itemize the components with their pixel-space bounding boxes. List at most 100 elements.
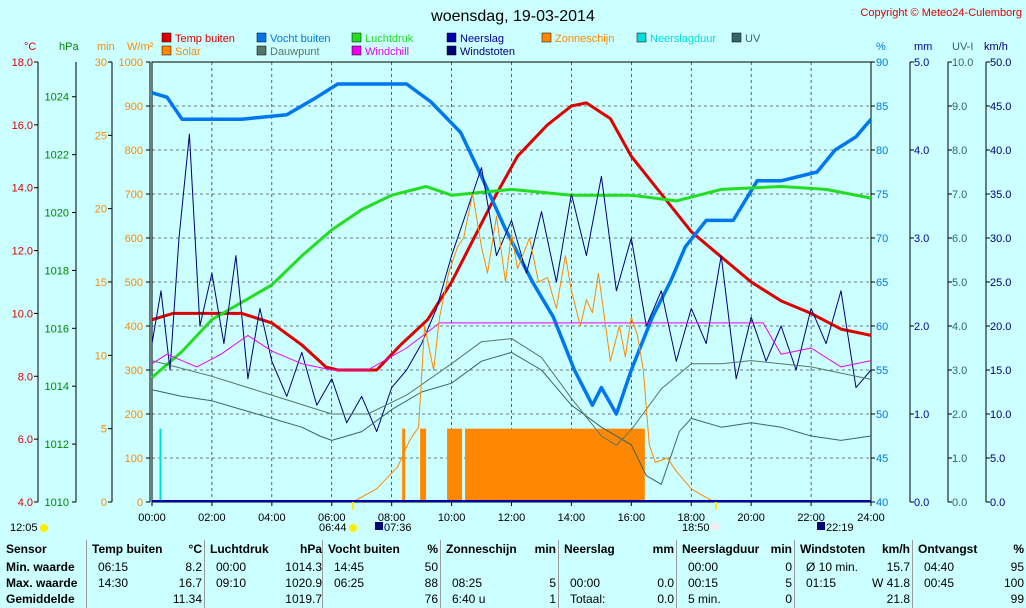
stats-column-humidity: Vocht buiten% 14:45 50 06:25 88 76 bbox=[328, 540, 438, 608]
stat-value: 95 bbox=[1010, 560, 1024, 574]
axis-label-minutes: 20 bbox=[95, 204, 107, 216]
series-solar bbox=[352, 193, 716, 503]
axis-unit-solar: W/m² bbox=[127, 41, 154, 53]
legend-label: Zonneschijn bbox=[555, 33, 614, 45]
axis-label-pressure: 1020 bbox=[45, 208, 69, 220]
stat-value: W 41.8 bbox=[871, 576, 910, 590]
stat-value: 5 bbox=[785, 576, 792, 590]
axis-label-uv: 10.0 bbox=[952, 57, 973, 69]
axis-label-temp: 6.0 bbox=[18, 434, 33, 446]
axis-label-pressure: 1024 bbox=[45, 92, 69, 104]
legend-swatch bbox=[351, 32, 362, 43]
x-tick-label: 06:00 bbox=[318, 512, 346, 524]
weather-chart: woensdag, 19-03-2014 Copyright © Meteo24… bbox=[10, 7, 1022, 534]
stat-value: 50 bbox=[424, 560, 438, 574]
axis-label-pressure: 1018 bbox=[45, 265, 69, 277]
stat-value: 16.7 bbox=[178, 576, 202, 590]
axis-label-wind: 50.0 bbox=[990, 57, 1011, 69]
axis-label-uv: 1.0 bbox=[952, 453, 967, 465]
axis-label-wind: 0.0 bbox=[990, 497, 1005, 509]
axis-label-wind: 45.0 bbox=[990, 101, 1011, 113]
column-unit: min bbox=[770, 542, 792, 556]
axis-label-rain: 1.0 bbox=[914, 409, 929, 421]
stat-value: 76 bbox=[424, 592, 438, 606]
axis-label-temp: 8.0 bbox=[18, 371, 33, 383]
column-header: Vocht buiten bbox=[328, 542, 400, 556]
stat-value: 15.7 bbox=[886, 560, 910, 574]
stat-value: 0 bbox=[785, 592, 792, 606]
series-lines bbox=[151, 82, 873, 503]
legend-swatch bbox=[731, 32, 742, 43]
axis-label-wind: 25.0 bbox=[990, 277, 1011, 289]
axis-label-solar: 900 bbox=[125, 101, 143, 113]
stat-value: 0 bbox=[785, 560, 792, 574]
stats-column-received: Ontvangst% 04:40 95 00:45 100 99 bbox=[918, 540, 1024, 608]
axis-unit-minutes: min bbox=[97, 41, 115, 53]
stat-value: 21.8 bbox=[886, 592, 910, 606]
copyright[interactable]: Copyright © Meteo24-Culemborg bbox=[860, 7, 1022, 19]
column-header: Windstoten bbox=[800, 542, 866, 556]
x-tick-label: 00:00 bbox=[138, 512, 166, 524]
series-dauwpunt bbox=[151, 338, 872, 446]
sunset2-label: 22:19 bbox=[826, 522, 854, 534]
axis-label-rain: 3.0 bbox=[914, 233, 929, 245]
axis-unit-uv: UV-I bbox=[952, 41, 973, 53]
axis-label-solar: 400 bbox=[125, 321, 143, 333]
sun-label-top-left: 12:05 bbox=[10, 522, 38, 534]
column-header: Luchtdruk bbox=[210, 542, 269, 556]
stat-time: 5 min. bbox=[688, 592, 721, 606]
stat-time: 00:15 bbox=[688, 576, 719, 590]
axis-label-solar: 700 bbox=[125, 189, 143, 201]
axis-label-solar: 1000 bbox=[119, 57, 143, 69]
legend-label: UV bbox=[745, 33, 761, 45]
axis-unit-wind: km/h bbox=[984, 41, 1008, 53]
column-separator bbox=[676, 540, 677, 608]
axis-label-rain: 4.0 bbox=[914, 145, 929, 157]
axis-label-minutes: 10 bbox=[95, 350, 107, 362]
axis-label-humidity: 40 bbox=[876, 497, 888, 509]
stats-column-wind: Windstoten km/h Ø 10 min. 15.7 01:15 W 41.8 21… bbox=[800, 540, 910, 608]
axis-label-humidity: 55 bbox=[876, 365, 888, 377]
legend-label: Neerslagduur bbox=[650, 33, 716, 45]
stat-time: 01:15 bbox=[806, 576, 837, 590]
legend-label: Solar bbox=[175, 46, 201, 58]
axis-label-humidity: 45 bbox=[876, 453, 888, 465]
legend-label: Windchill bbox=[365, 46, 409, 58]
stat-value: 1020.9 bbox=[285, 576, 322, 590]
legend-swatch bbox=[161, 45, 172, 56]
series-uv bbox=[151, 351, 872, 485]
moon-icon bbox=[817, 522, 825, 530]
axis-label-uv: 4.0 bbox=[952, 321, 967, 333]
axis-label-humidity: 85 bbox=[876, 101, 888, 113]
series-windstoten bbox=[151, 133, 872, 433]
column-separator bbox=[204, 540, 205, 608]
sunshine-bars bbox=[159, 428, 645, 502]
moon-icon bbox=[711, 522, 719, 530]
column-header: Temp buiten bbox=[92, 542, 163, 556]
row-label-avg: Gemiddelde bbox=[6, 592, 75, 606]
stat-value: 0.0 bbox=[657, 592, 674, 606]
axis-label-uv: 9.0 bbox=[952, 101, 967, 113]
axis-label-temp: 4.0 bbox=[18, 497, 33, 509]
x-tick-label: 12:00 bbox=[498, 512, 526, 524]
axis-label-minutes: 0 bbox=[101, 497, 107, 509]
stat-time: Ø 10 min. bbox=[806, 560, 859, 574]
row-label-max: Max. waarde bbox=[6, 576, 78, 590]
axis-label-temp: 10.0 bbox=[12, 308, 33, 320]
axis-label-humidity: 60 bbox=[876, 321, 888, 333]
row-label-sensor: Sensor bbox=[6, 542, 47, 556]
axis-label-uv: 5.0 bbox=[952, 277, 967, 289]
axis-label-wind: 35.0 bbox=[990, 189, 1011, 201]
axis-label-uv: 8.0 bbox=[952, 145, 967, 157]
legend-label: Vocht buiten bbox=[270, 33, 331, 45]
legend-swatch bbox=[446, 45, 457, 56]
row-label-min: Min. waarde bbox=[6, 560, 75, 574]
axis-label-humidity: 75 bbox=[876, 189, 888, 201]
axis-label-minutes: 30 bbox=[95, 57, 107, 69]
legend-label: Dauwpunt bbox=[270, 46, 320, 58]
sun-icon bbox=[40, 524, 48, 532]
legend-swatch bbox=[351, 45, 362, 56]
rain-duration-bar bbox=[159, 428, 162, 502]
stat-time: 00:00 bbox=[570, 576, 601, 590]
axes: 4.0 6.0 8.0 10.0 12.0 14.0 16.0 18.0 °C 1010 1012 1… bbox=[12, 41, 1012, 524]
